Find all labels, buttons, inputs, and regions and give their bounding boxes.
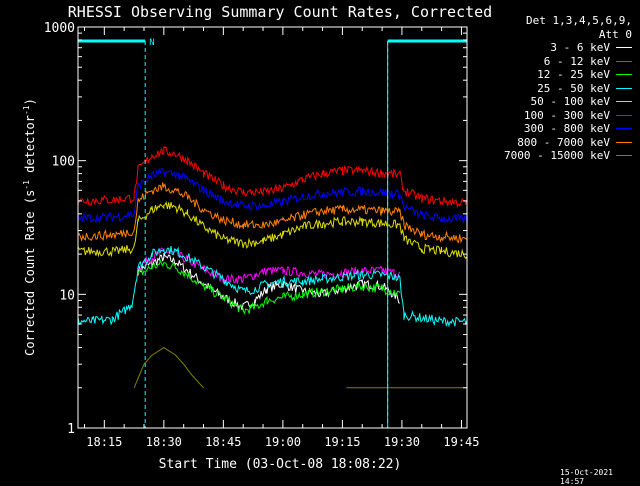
series-layer: [77, 145, 468, 389]
legend-swatch: [616, 74, 632, 76]
x-tick-label: 19:45: [443, 435, 479, 449]
series-line: [77, 246, 468, 328]
legend-swatch: [616, 87, 632, 89]
legend-label: 12 - 25 keV: [537, 68, 610, 81]
series-line: [77, 182, 468, 244]
series-line: [137, 252, 401, 311]
legend-swatch: [616, 114, 632, 116]
legend-swatch: [616, 60, 632, 62]
legend-swatch: [616, 128, 632, 130]
legend-entry: 800 - 7000 keV: [480, 136, 632, 150]
legend-label: 50 - 100 keV: [530, 95, 610, 108]
series-12-25-kev: [137, 258, 401, 315]
x-tick-label: 18:30: [146, 435, 182, 449]
legend-swatch: [616, 101, 632, 103]
series-7000-15000-kev: [133, 346, 467, 389]
x-tick-label: 19:00: [265, 435, 301, 449]
x-tick-label: 18:45: [205, 435, 241, 449]
legend-entry: 100 - 300 keV: [480, 109, 632, 123]
series-3-6-kev: [137, 252, 401, 311]
y-axis-label: Corrected Count Rate (s-1 detector-1): [22, 98, 37, 356]
legend-entry: 3 - 6 keV: [480, 41, 632, 55]
series-50-100-kev: [77, 201, 468, 260]
y-tick-label: 100: [52, 155, 75, 170]
x-tick-label: 19:30: [384, 435, 420, 449]
y-axis-label-pre: Corrected Count Rate (s: [23, 190, 37, 356]
legend-entry: 6 - 12 keV: [480, 55, 632, 69]
legend-entry: 50 - 100 keV: [480, 95, 632, 109]
y-tick-label: 10: [59, 288, 75, 303]
series-line: [77, 201, 468, 260]
legend-label: 6 - 12 keV: [543, 54, 610, 68]
series-300-800-kev: [77, 167, 468, 225]
series-line: [133, 346, 204, 389]
axes: 18:15 18:30 18:45 19:00 19:15 19:30 19:45 1 10 10…: [44, 21, 480, 449]
generation-timestamp: 15-Oct-2021 14:57: [560, 468, 613, 486]
y-axis-label-sup2: -1: [22, 105, 31, 115]
legend-entry: 7000 - 15000 keV: [480, 149, 632, 163]
y-axis-label-mid: detector: [23, 115, 37, 180]
legend-detectors: Det 1,3,4,5,6,9,: [526, 14, 632, 27]
legend-label: 800 - 7000 keV: [517, 135, 610, 149]
legend: Det 1,3,4,5,6,9, Att 0 3 - 6 keV 6 - 12 k…: [480, 14, 632, 163]
legend-label: 25 - 50 keV: [537, 81, 610, 95]
series-line: [77, 145, 468, 208]
x-axis-label: Start Time (03-Oct-08 18:08:22): [159, 457, 402, 472]
legend-entry: 25 - 50 keV: [480, 82, 632, 96]
y-axis-label-post: ): [23, 98, 37, 105]
legend-label: 100 - 300 keV: [523, 108, 610, 122]
series-800-7000-kev: [77, 182, 468, 244]
legend-swatch: [616, 141, 632, 143]
legend-entry: 12 - 25 keV: [480, 68, 632, 82]
series-line: [77, 167, 468, 225]
series-line: [137, 247, 401, 286]
y-tick-label: 1000: [44, 21, 75, 36]
plot-frame: [77, 26, 468, 429]
legend-swatch: [616, 47, 632, 49]
saa-marker-label: N: [149, 38, 154, 48]
legend-label: 3 - 6 keV: [550, 41, 610, 54]
series-line: [137, 258, 401, 315]
y-axis-label-sup1: -1: [22, 180, 31, 190]
y-tick-label: 1: [67, 422, 75, 437]
legend-entries: 3 - 6 keV 6 - 12 keV 12 - 25 keV 25 - 50 ke…: [480, 41, 632, 163]
legend-entry: 300 - 800 keV: [480, 122, 632, 136]
legend-label: 300 - 800 keV: [523, 122, 610, 135]
x-tick-label: 19:15: [324, 435, 360, 449]
x-tick-label: 18:15: [86, 435, 122, 449]
night-overlay: N: [78, 38, 467, 428]
chart-title: RHESSI Observing Summary Count Rates, Co…: [68, 3, 492, 21]
series-100-300-kev: [77, 145, 468, 208]
legend-attenuator: Att 0: [598, 27, 632, 41]
legend-swatch: [616, 155, 632, 157]
series-25-50-kev: [77, 246, 468, 328]
series-6-12-kev: [137, 247, 401, 286]
legend-label: 7000 - 15000 keV: [504, 149, 610, 162]
